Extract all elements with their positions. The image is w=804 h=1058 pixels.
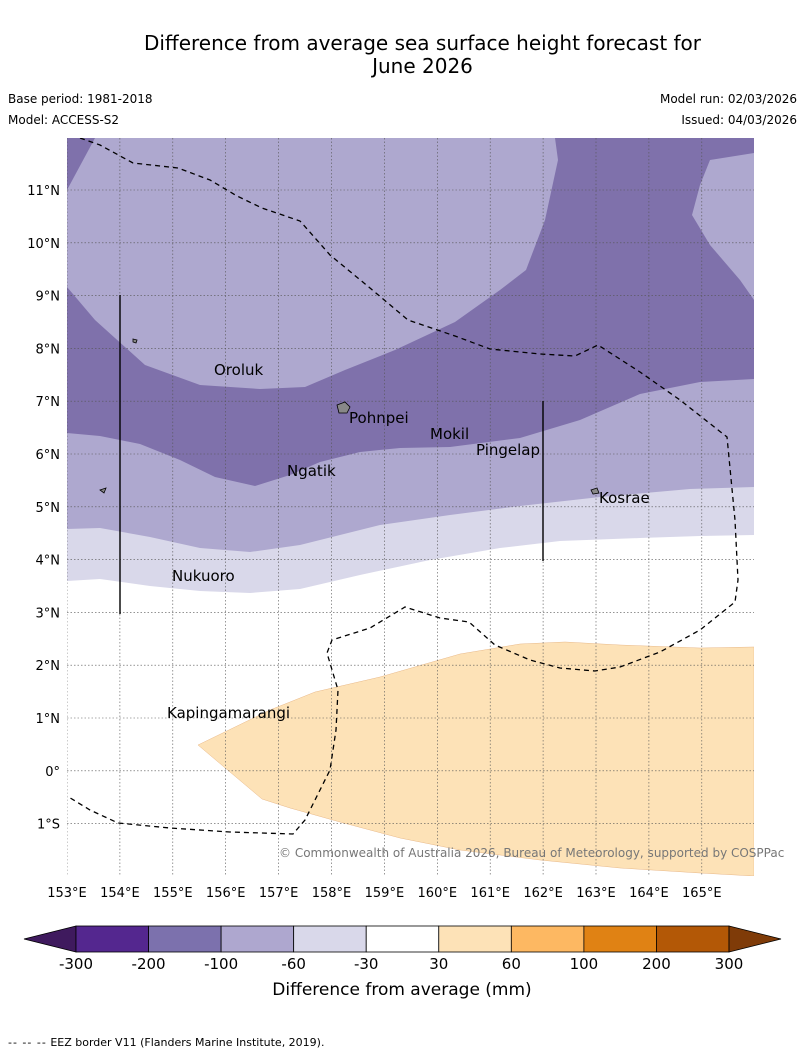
place-mokil: Mokil — [430, 425, 469, 443]
lon-label: 160°E — [418, 886, 458, 901]
colorbar-label: Difference from average (mm) — [272, 980, 531, 1000]
lat-label: 7°N — [36, 395, 61, 410]
colorbar-tick: -30 — [354, 955, 379, 973]
place-labels: Oroluk Pohnpei Mokil Pingelap Ngatik Kos… — [167, 361, 650, 722]
colorbar-extend-high — [728, 925, 782, 953]
kosrae-island — [590, 487, 600, 495]
place-pohnpei: Pohnpei — [349, 409, 409, 427]
colorbar-tick-labels: -300 -200 -100 -60 -30 30 60 100 200 300 — [59, 955, 743, 973]
islands — [99, 338, 600, 495]
title-line-2: June 2026 — [372, 54, 473, 78]
map-figure: Oroluk Pohnpei Mokil Pingelap Ngatik Kos… — [23, 138, 784, 1000]
issued-date: Issued: 04/03/2026 — [681, 113, 797, 127]
lon-label: 153°E — [47, 886, 87, 901]
eez-footnote: -- -- -- EEZ border V11 (Flanders Marine… — [8, 1036, 324, 1049]
colorbar-tick: -100 — [204, 955, 238, 973]
colorbar-tick: 300 — [715, 955, 744, 973]
place-kosrae: Kosrae — [599, 489, 650, 507]
lon-label: 165°E — [682, 886, 722, 901]
lon-label: 159°E — [365, 886, 405, 901]
colorbar-tick: -300 — [59, 955, 93, 973]
lon-label: 161°E — [470, 886, 510, 901]
colorbar-segment — [365, 925, 440, 953]
lon-label: 163°E — [576, 886, 616, 901]
colorbar-segment — [583, 925, 657, 953]
lat-label: 8°N — [36, 342, 61, 357]
lat-label: 3°N — [36, 606, 61, 621]
place-kapingamarangi: Kapingamarangi — [167, 704, 290, 722]
colorbar-segment — [293, 925, 367, 953]
colorbar-tick: -200 — [132, 955, 166, 973]
colorbar-tick: -60 — [281, 955, 306, 973]
colorbar-segment — [656, 925, 730, 953]
lat-label: 0° — [45, 765, 60, 780]
colorbar — [23, 925, 782, 953]
lat-label: 5°N — [36, 501, 61, 516]
lon-label: 154°E — [100, 886, 140, 901]
lat-label: 10°N — [27, 237, 60, 252]
colorbar-tick: 200 — [642, 955, 671, 973]
eez-border — [67, 138, 739, 835]
title-line-1: Difference from average sea surface heig… — [143, 31, 702, 55]
colorbar-extend-low — [23, 925, 77, 953]
islet-southwest — [99, 487, 107, 494]
pohnpei-island — [336, 401, 351, 414]
colorbar-segment — [148, 925, 222, 953]
lon-label: 156°E — [206, 886, 246, 901]
map-area — [67, 138, 754, 876]
model-run: Model run: 02/03/2026 — [659, 92, 797, 106]
place-oroluk: Oroluk — [214, 361, 263, 379]
colorbar-tick: 100 — [570, 955, 599, 973]
colorbar-tick: 30 — [429, 955, 448, 973]
longitude-labels: 153°E 154°E 155°E 156°E 157°E 158°E 159°E 160°E… — [47, 886, 721, 901]
colorbar-segment — [510, 925, 585, 953]
lat-label: 1°S — [37, 818, 60, 833]
islet-west — [132, 338, 138, 344]
place-pingelap: Pingelap — [476, 441, 540, 459]
colorbar-segment — [438, 925, 512, 953]
lon-label: 162°E — [523, 886, 563, 901]
lat-label: 1°N — [36, 712, 61, 727]
lat-label: 9°N — [36, 290, 61, 305]
lon-label: 158°E — [312, 886, 352, 901]
base-period: Base period: 1981-2018 — [8, 92, 153, 106]
colorbar-tick: 60 — [502, 955, 521, 973]
eez-footnote-text: EEZ border V11 (Flanders Marine Institut… — [50, 1036, 325, 1049]
lon-label: 164°E — [629, 886, 669, 901]
lat-label: 2°N — [36, 659, 61, 674]
chart-title: Difference from average sea surface heig… — [0, 32, 804, 78]
copyright-notice: © Commonwealth of Australia 2026, Bureau… — [279, 846, 784, 860]
colorbar-segment — [75, 925, 149, 953]
lat-label: 6°N — [36, 448, 61, 463]
lat-label: 11°N — [27, 184, 60, 199]
model-name: Model: ACCESS-S2 — [8, 113, 120, 127]
eez-dash-symbol: -- -- -- — [8, 1036, 47, 1049]
lat-label: 4°N — [36, 554, 61, 569]
lon-label: 157°E — [259, 886, 299, 901]
place-ngatik: Ngatik — [287, 462, 336, 480]
place-nukuoro: Nukuoro — [172, 567, 235, 585]
latitude-labels: 11°N 10°N 9°N 8°N 7°N 6°N 5°N 4°N 3°N 2°N 1°N 0° 1°S — [27, 184, 60, 833]
colorbar-segment — [220, 925, 295, 953]
band-minus-60-inner — [67, 138, 558, 389]
lon-label: 155°E — [153, 886, 193, 901]
